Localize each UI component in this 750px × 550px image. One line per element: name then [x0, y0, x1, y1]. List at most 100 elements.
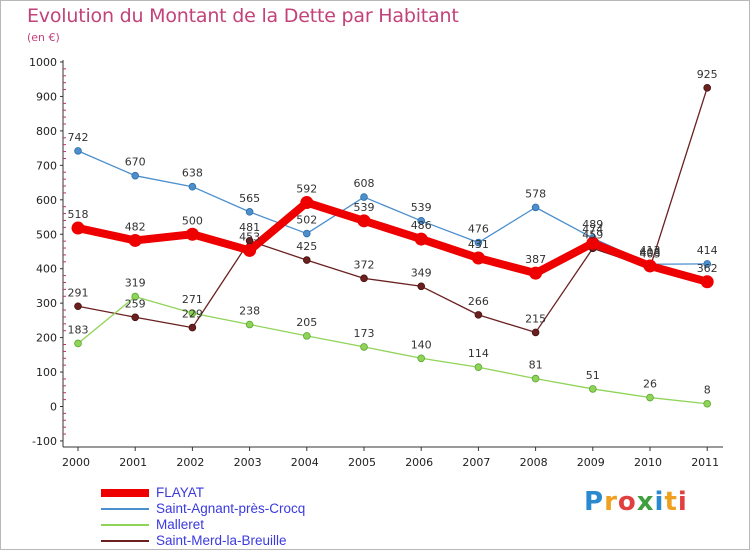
- data-point: [74, 302, 82, 311]
- data-label: 638: [182, 167, 203, 180]
- data-label: 502: [296, 214, 317, 227]
- x-tick-label: 2007: [462, 456, 490, 469]
- x-tick-label: 2008: [520, 456, 548, 469]
- data-point: [531, 203, 540, 212]
- logo-letter: P: [584, 487, 605, 517]
- data-point: [300, 196, 314, 210]
- x-tick-label: 2003: [234, 456, 262, 469]
- series-lines: [74, 87, 712, 405]
- axes: -100 0 100 200 300 400 500 600 700 800 900 1000 2000…: [29, 56, 723, 469]
- data-point: [131, 171, 140, 180]
- x-tick-label: 2005: [348, 456, 376, 469]
- series-line: [77, 150, 708, 265]
- chart-subtitle: (en €): [27, 31, 60, 44]
- x-tick-label: 2006: [405, 456, 433, 469]
- data-point: [588, 385, 597, 393]
- y-tick-label: 300: [36, 297, 57, 310]
- data-label: 592: [296, 183, 317, 196]
- y-tick-label: 800: [36, 125, 57, 138]
- data-point: [646, 393, 654, 402]
- legend-swatch: [101, 489, 149, 497]
- data-point: [700, 275, 714, 289]
- data-label: 489: [582, 218, 603, 231]
- y-tick-label: 500: [36, 228, 57, 241]
- data-label: 474: [582, 223, 603, 236]
- data-point: [131, 313, 140, 322]
- legend-swatch: [101, 540, 149, 542]
- logo-letter: i: [654, 487, 665, 517]
- data-label: 291: [68, 286, 89, 299]
- y-tick-label: 400: [36, 263, 57, 276]
- data-label: 229: [182, 308, 203, 321]
- x-tick-label: 2009: [577, 456, 605, 469]
- legend-swatch: [101, 524, 149, 526]
- data-label: 578: [525, 187, 546, 200]
- legend-label: Saint-Agnant-près-Crocq: [156, 501, 306, 516]
- data-label: 349: [411, 266, 432, 279]
- data-label: 742: [68, 131, 89, 144]
- data-label: 565: [239, 192, 260, 205]
- data-label: 408: [640, 246, 661, 259]
- y-tick-label: 700: [36, 159, 57, 172]
- data-point: [474, 363, 483, 372]
- data-point: [474, 311, 483, 319]
- series-points: [71, 84, 714, 408]
- data-point: [360, 343, 368, 351]
- data-label: 51: [586, 369, 600, 382]
- data-label: 26: [643, 378, 657, 391]
- data-label: 259: [125, 297, 146, 310]
- data-point: [414, 232, 428, 246]
- proxiti-logo: Proxiti: [584, 487, 688, 517]
- data-point: [703, 260, 711, 268]
- data-label: 539: [411, 201, 432, 214]
- y-tick-label: 1000: [29, 56, 57, 69]
- logo-letter: o: [617, 487, 637, 517]
- data-label: 372: [354, 258, 375, 271]
- data-point: [74, 147, 82, 155]
- data-label: 925: [697, 68, 718, 81]
- data-label: 425: [296, 240, 317, 253]
- x-tick-label: 2002: [176, 456, 204, 469]
- data-point: [302, 229, 311, 238]
- data-label: 387: [525, 253, 546, 266]
- logo-letter: t: [664, 487, 678, 517]
- data-label: 453: [239, 230, 260, 243]
- data-label: 476: [468, 223, 489, 236]
- data-point: [188, 323, 197, 332]
- data-point: [360, 274, 368, 283]
- data-point: [417, 354, 426, 363]
- logo-letter: x: [636, 487, 655, 517]
- data-point: [417, 217, 426, 225]
- data-point: [302, 332, 311, 340]
- x-tick-label: 2011: [691, 456, 719, 469]
- chart-title: Evolution du Montant de la Dette par Hab…: [27, 5, 459, 27]
- data-point: [703, 399, 711, 408]
- data-point: [74, 339, 82, 348]
- legend-label: Malleret: [156, 517, 205, 532]
- data-point: [243, 243, 257, 257]
- data-label: 481: [239, 221, 260, 234]
- series-line: [77, 87, 708, 334]
- data-label: 81: [529, 359, 543, 372]
- data-label: 266: [468, 295, 489, 308]
- data-label: 319: [125, 277, 146, 290]
- data-point: [586, 236, 600, 250]
- data-label: 414: [697, 244, 718, 257]
- data-labels: 291 259 229 481 425 372 349 266 215 459 403 925 183 3…: [68, 68, 718, 397]
- data-label: 518: [68, 208, 89, 221]
- data-point: [643, 259, 657, 273]
- data-point: [71, 221, 85, 235]
- data-label: 403: [640, 248, 661, 261]
- data-label: 238: [239, 305, 260, 318]
- data-point: [302, 256, 311, 264]
- y-tick-label: 600: [36, 194, 57, 207]
- data-label: 482: [125, 220, 146, 233]
- data-point: [474, 238, 483, 247]
- legend-label: FLAYAT: [156, 485, 205, 500]
- data-point: [245, 208, 254, 216]
- data-label: 413: [640, 244, 661, 257]
- data-label: 500: [182, 214, 203, 227]
- data-point: [245, 320, 254, 329]
- data-point: [128, 233, 142, 247]
